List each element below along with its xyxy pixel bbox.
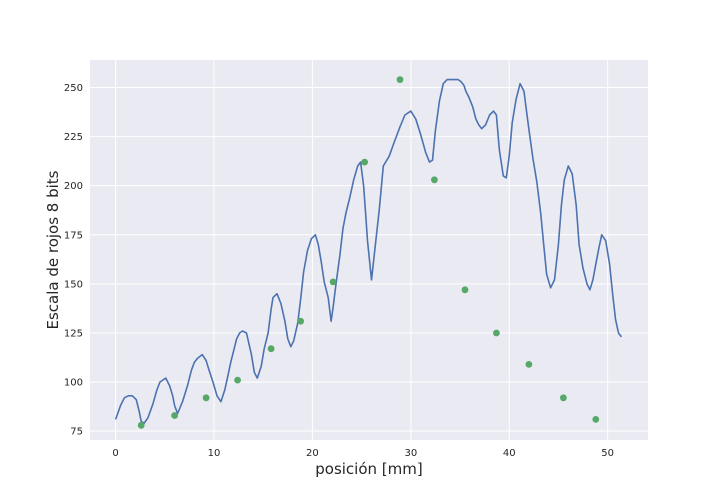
x-tick-label: 20 [306,448,319,459]
minimum-point [138,422,145,429]
x-tick-label: 10 [208,448,221,459]
y-tick-label: 200 [64,181,83,192]
minimum-point [397,76,404,83]
minimum-point [493,330,500,337]
minimum-point [268,345,275,352]
minimum-point [234,377,241,384]
y-tick-label: 250 [64,83,83,94]
y-tick-label: 100 [64,378,83,389]
minimum-point [560,394,567,401]
minimum-point [330,279,337,286]
x-tick-label: 50 [601,448,614,459]
minimum-point [431,176,438,183]
minimum-point [171,412,178,419]
minimum-point [462,286,469,293]
minimum-point [526,361,533,368]
x-tick-label: 40 [503,448,516,459]
x-ticks: 0 10 20 30 40 50 [112,448,614,459]
y-tick-label: 75 [70,427,83,438]
y-axis-label: Escala de rojos 8 bits [44,170,62,329]
minimum-point [297,318,304,325]
x-tick-label: 30 [404,448,417,459]
y-ticks: 75 100 125 150 175 200 225 250 [64,83,83,438]
x-axis-label: posición [mm] [315,460,422,478]
y-tick-label: 225 [64,132,83,143]
y-tick-label: 125 [64,328,83,339]
minimum-point [203,394,210,401]
minimum-point [592,416,599,423]
x-tick-label: 0 [112,448,118,459]
y-tick-label: 150 [64,279,83,290]
minimum-point [361,159,368,166]
y-tick-label: 175 [64,230,83,241]
